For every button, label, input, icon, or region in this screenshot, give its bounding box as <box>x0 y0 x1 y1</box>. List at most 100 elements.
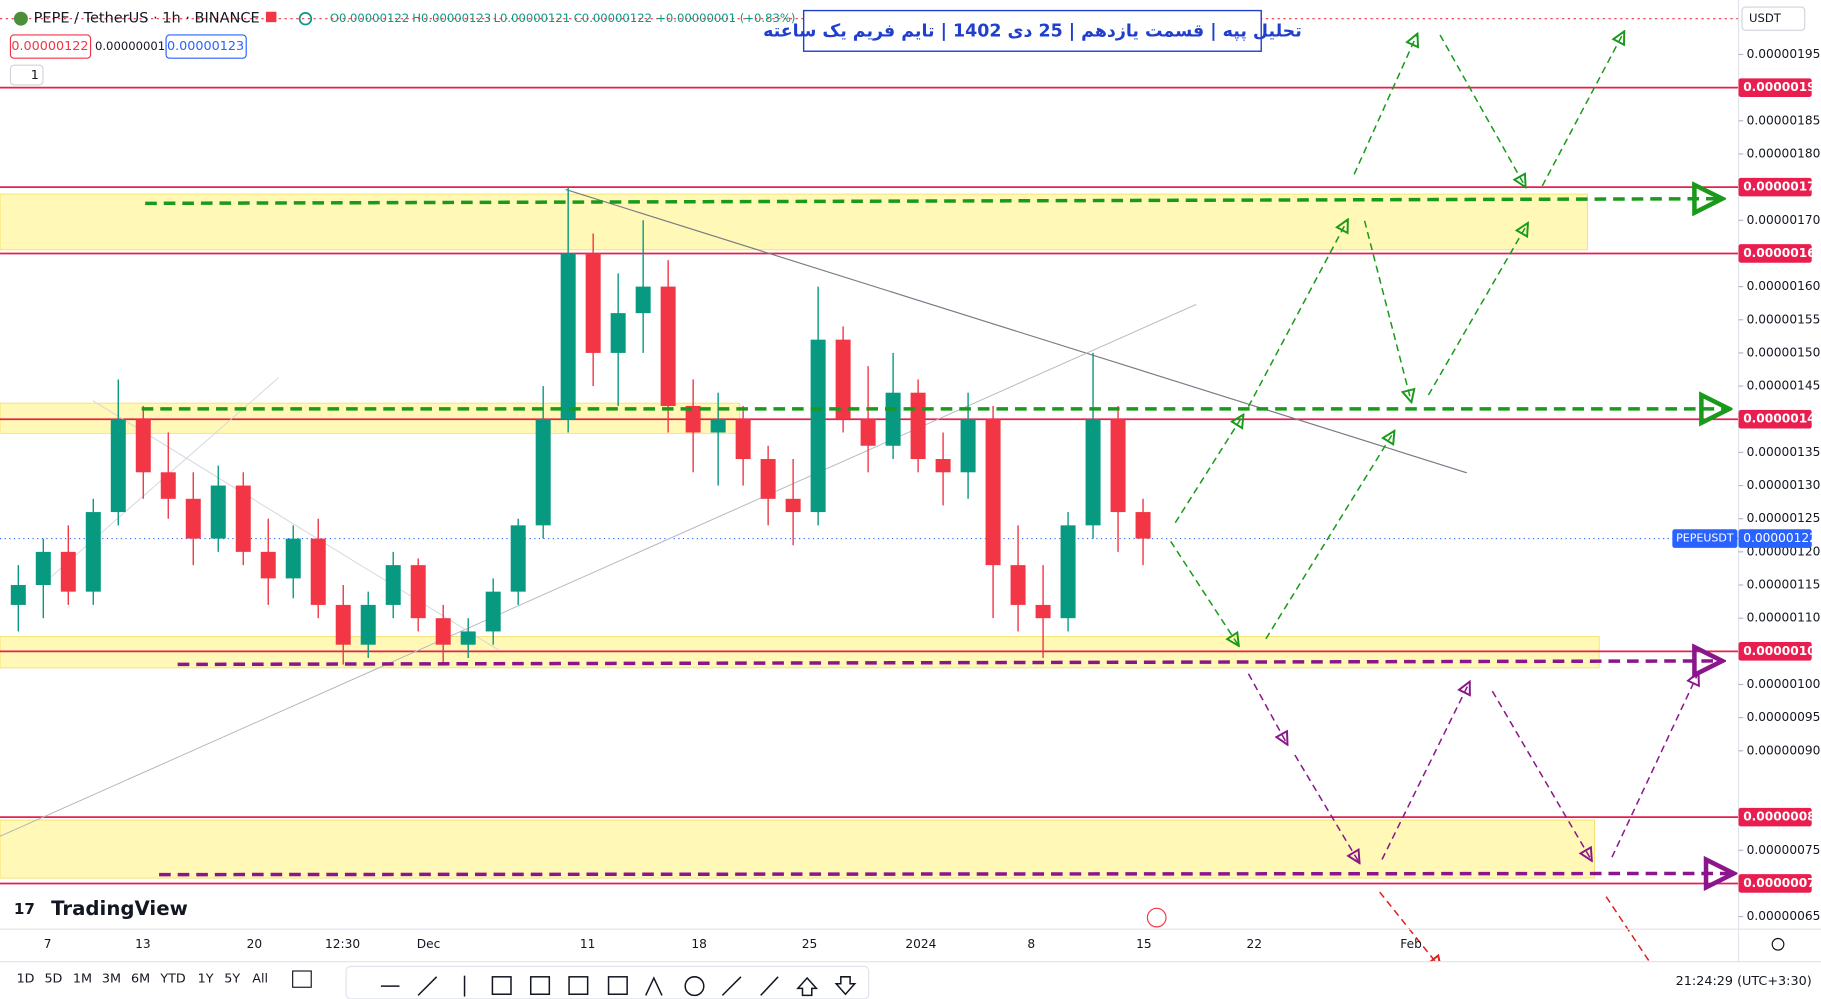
tool[interactable] <box>721 976 742 996</box>
path-arrow <box>1611 674 1698 858</box>
candle-body <box>310 538 326 605</box>
candles <box>10 187 1151 665</box>
candle-body <box>85 512 101 592</box>
y-tick-label: 0.00000155 <box>1747 312 1821 326</box>
tool[interactable] <box>491 976 512 995</box>
range-button[interactable]: YTD <box>159 972 186 987</box>
y-tick-label: 0.00000090 <box>1747 743 1821 757</box>
candle-body <box>860 419 876 446</box>
sell-button[interactable] <box>9 34 92 59</box>
level-label: 0.00000070 <box>1743 876 1821 890</box>
y-tick-label: 0.00000160 <box>1747 279 1821 293</box>
buy-button[interactable] <box>165 34 247 59</box>
symbol-tag <box>1672 529 1738 548</box>
candle-body <box>160 472 176 499</box>
x-tick-label: 25 <box>802 937 818 951</box>
candle-body <box>135 419 151 473</box>
trendline <box>92 400 500 651</box>
symbol-tag-label: PEPEUSDT <box>1676 532 1734 545</box>
tool[interactable] <box>760 976 779 996</box>
candle-body <box>1010 565 1026 605</box>
spread: 0.00000001 <box>95 39 165 53</box>
level-tag <box>1738 874 1812 893</box>
candle-body <box>835 339 851 420</box>
candle-body <box>535 419 551 526</box>
x-tick-label: 11 <box>580 937 596 951</box>
y-tick-label: 0.00000115 <box>1747 578 1821 592</box>
tool[interactable] <box>568 976 589 995</box>
tool[interactable] <box>796 976 819 997</box>
x-tick-label: Feb <box>1400 937 1422 951</box>
ohlc: H0.00000123 <box>412 11 491 25</box>
y-tick-label: 0.00000150 <box>1747 345 1821 359</box>
path-arrow <box>1353 35 1417 175</box>
tool[interactable] <box>834 976 857 996</box>
x-axis: 7 13 20 12:30 Dec 11 18 25 2024 8 15 22 Feb <box>44 937 1422 951</box>
x-tick-label: 13 <box>135 937 151 951</box>
level-tag <box>1738 807 1812 827</box>
currency-button[interactable] <box>1741 6 1806 31</box>
tool[interactable] <box>607 976 628 995</box>
range-button[interactable]: 6M <box>131 972 150 987</box>
y-tick-label: 0.00000195 <box>1747 47 1821 61</box>
drawings <box>141 33 1731 988</box>
candle-body <box>985 419 1001 566</box>
y-tick-label: 0.00000180 <box>1747 146 1821 160</box>
candle-body <box>10 585 26 605</box>
volume-toggle[interactable] <box>9 64 44 86</box>
level-tag <box>1738 409 1812 429</box>
candle-body <box>1110 419 1126 513</box>
annotation-box <box>802 9 1262 52</box>
range-button[interactable]: 1D <box>17 972 35 987</box>
candle-body <box>560 253 576 420</box>
dashed-arrow <box>177 661 1719 664</box>
candle-body <box>960 419 976 473</box>
buy-price: 0.00000123 <box>167 39 244 54</box>
range-button[interactable]: All <box>252 972 268 987</box>
y-axis: 0.00000195 0.00000185 0.00000180 0.00000170… <box>1672 47 1821 923</box>
path-arrow <box>1439 34 1525 186</box>
drawing-toolbar <box>345 965 870 999</box>
date-range-icon[interactable] <box>292 970 312 988</box>
level-tag <box>1738 642 1812 661</box>
trendline <box>0 303 1197 837</box>
path-arrow <box>1294 754 1359 862</box>
range-button[interactable]: 1Y <box>198 972 214 987</box>
candle-body <box>910 392 926 460</box>
x-tick-label: 15 <box>1136 937 1152 951</box>
ohlc: L0.00000121 <box>494 11 571 25</box>
tool[interactable] <box>645 976 663 996</box>
x-tick-label: 22 <box>1247 937 1263 951</box>
settings-icon[interactable] <box>1771 937 1785 951</box>
range-button[interactable]: 5D <box>44 972 62 987</box>
symbol[interactable]: PEPE / TetherUS · 1h · BINANCE <box>34 11 260 27</box>
candle-body <box>710 419 726 433</box>
candle-body <box>885 392 901 446</box>
y-tick-label: 0.00000100 <box>1747 677 1821 691</box>
range-button[interactable]: 1M <box>73 972 92 987</box>
range-button[interactable]: 5Y <box>224 972 240 987</box>
ohlc: O0.00000122 <box>330 11 409 25</box>
candle-body <box>585 253 601 353</box>
path-arrow <box>1491 690 1591 859</box>
candle-body <box>185 498 201 539</box>
symbol-icon <box>13 11 28 26</box>
path-arrow <box>1381 683 1469 860</box>
tool[interactable] <box>529 976 551 995</box>
candle-body <box>1060 525 1076 619</box>
x-tick-label: Dec <box>417 937 441 951</box>
candle-body <box>510 525 526 592</box>
path-arrow <box>1363 220 1411 401</box>
flag <box>265 11 277 23</box>
range-button[interactable]: 3M <box>102 972 121 987</box>
x-tick-label: 18 <box>691 937 707 951</box>
candle-body <box>210 485 226 539</box>
candle-body <box>610 313 626 353</box>
level-label: 0.00000105 <box>1743 644 1821 658</box>
tool[interactable] <box>684 976 705 997</box>
event-icon <box>1146 907 1167 928</box>
trendline <box>565 188 1467 474</box>
x-tick-label: 7 <box>44 937 52 951</box>
tool[interactable] <box>417 976 438 996</box>
candle-body <box>685 405 701 433</box>
